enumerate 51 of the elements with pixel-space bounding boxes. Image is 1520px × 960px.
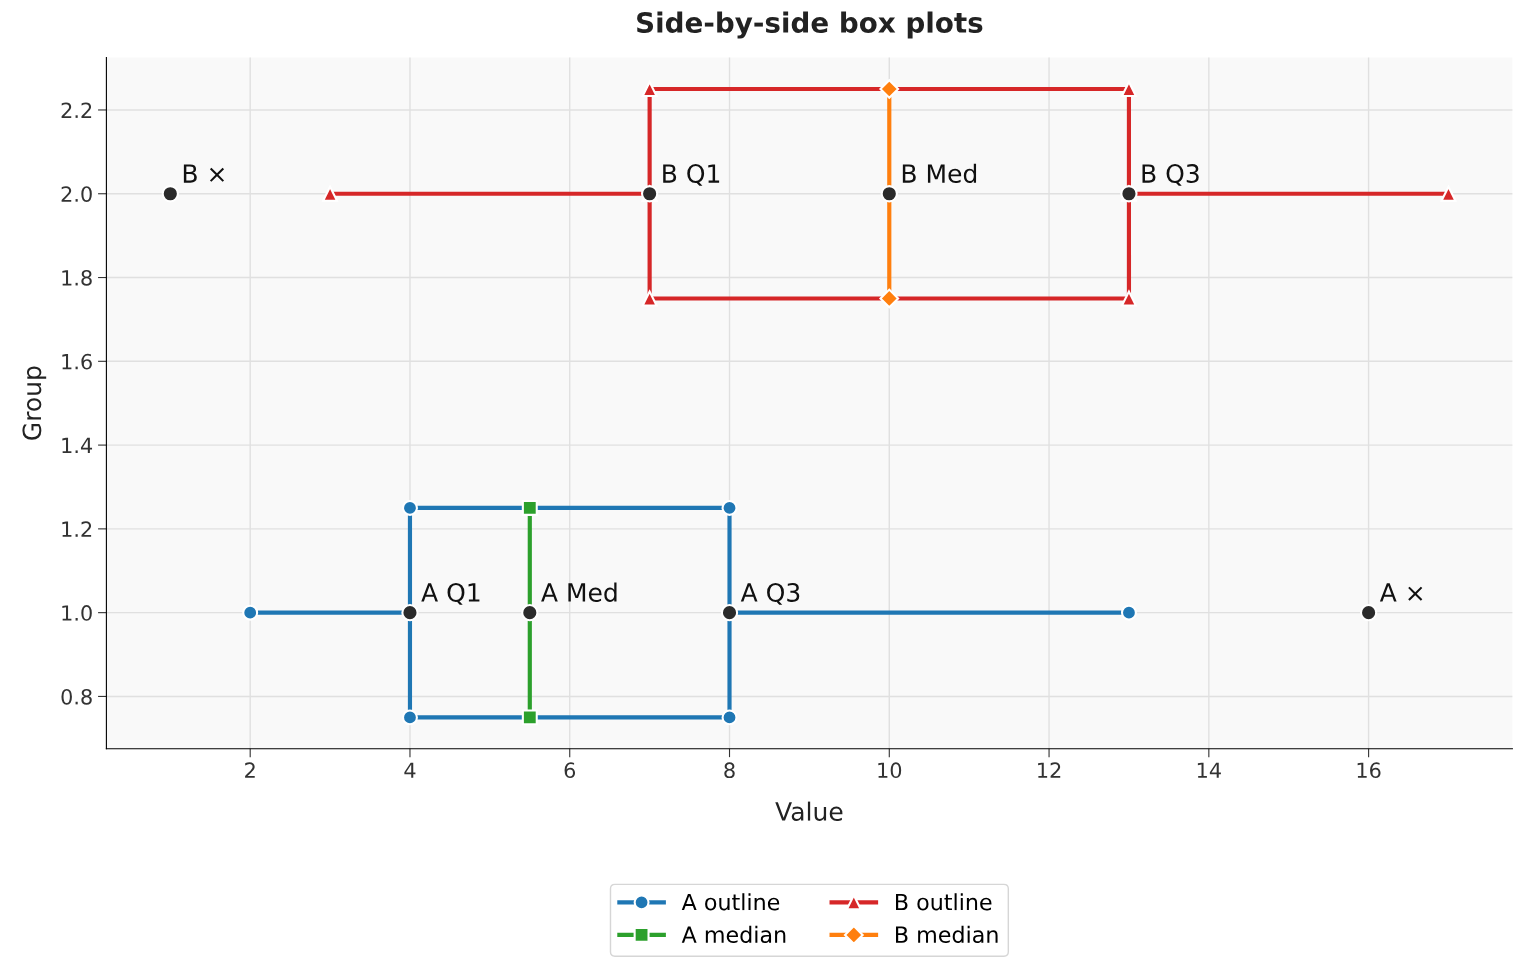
y-tick-label: 1.4: [62, 437, 93, 454]
point: [1120, 290, 1137, 307]
y-tick-label: 0.8: [61, 688, 92, 705]
y-axis-title: Group: [22, 366, 47, 440]
point: [521, 709, 538, 726]
y-tick-label: 2.0: [61, 186, 92, 202]
point: [1440, 185, 1457, 202]
legend-label: A outline: [681, 893, 780, 911]
point: [322, 185, 339, 202]
annotation: A Q1: [421, 582, 480, 605]
annotation: B Q1: [663, 164, 720, 186]
annotation: B Q3: [1142, 164, 1199, 186]
x-tick-label: 12: [1038, 762, 1061, 778]
point: [521, 604, 539, 622]
y-tick-label: 2.2: [61, 102, 92, 118]
x-tick-label: 8: [724, 762, 735, 779]
point: [721, 709, 738, 726]
x-tick-label: 10: [878, 762, 902, 779]
legend-label: B outline: [896, 893, 992, 911]
point: [880, 185, 898, 203]
x-tick-label: 2: [245, 762, 255, 778]
x-tick-label: 6: [564, 762, 576, 779]
point: [721, 499, 738, 516]
annotation: A Q3: [740, 582, 800, 605]
x-axis-title: Value: [775, 801, 843, 821]
annotation: B ×: [183, 164, 225, 183]
x-tick-label: 4: [404, 762, 416, 778]
x-tick-label: 14: [1197, 762, 1221, 778]
y-tick-label: 1.8: [62, 269, 92, 286]
x-tick-label: 16: [1357, 762, 1381, 779]
point: [1359, 604, 1378, 622]
point: [879, 288, 900, 309]
point: [242, 604, 259, 621]
point: [401, 499, 418, 516]
point: [879, 79, 900, 99]
point: [521, 499, 538, 516]
annotation: A Med: [541, 582, 617, 602]
point: [1120, 604, 1137, 621]
y-tick-label: 1.0: [62, 605, 92, 621]
chart-title: Side-by-side box plots: [637, 11, 983, 39]
annotation: A ×: [1379, 583, 1423, 602]
point: [1120, 81, 1137, 97]
legend-label: A median: [681, 925, 786, 944]
y-tick-label: 1.2: [62, 521, 92, 537]
point: [641, 81, 658, 97]
y-tick-label: 1.6: [62, 353, 92, 370]
annotation: B Med: [902, 163, 977, 183]
legend-label: B median: [896, 925, 998, 944]
point: [401, 709, 418, 726]
point: [641, 290, 658, 307]
point: [161, 185, 179, 203]
